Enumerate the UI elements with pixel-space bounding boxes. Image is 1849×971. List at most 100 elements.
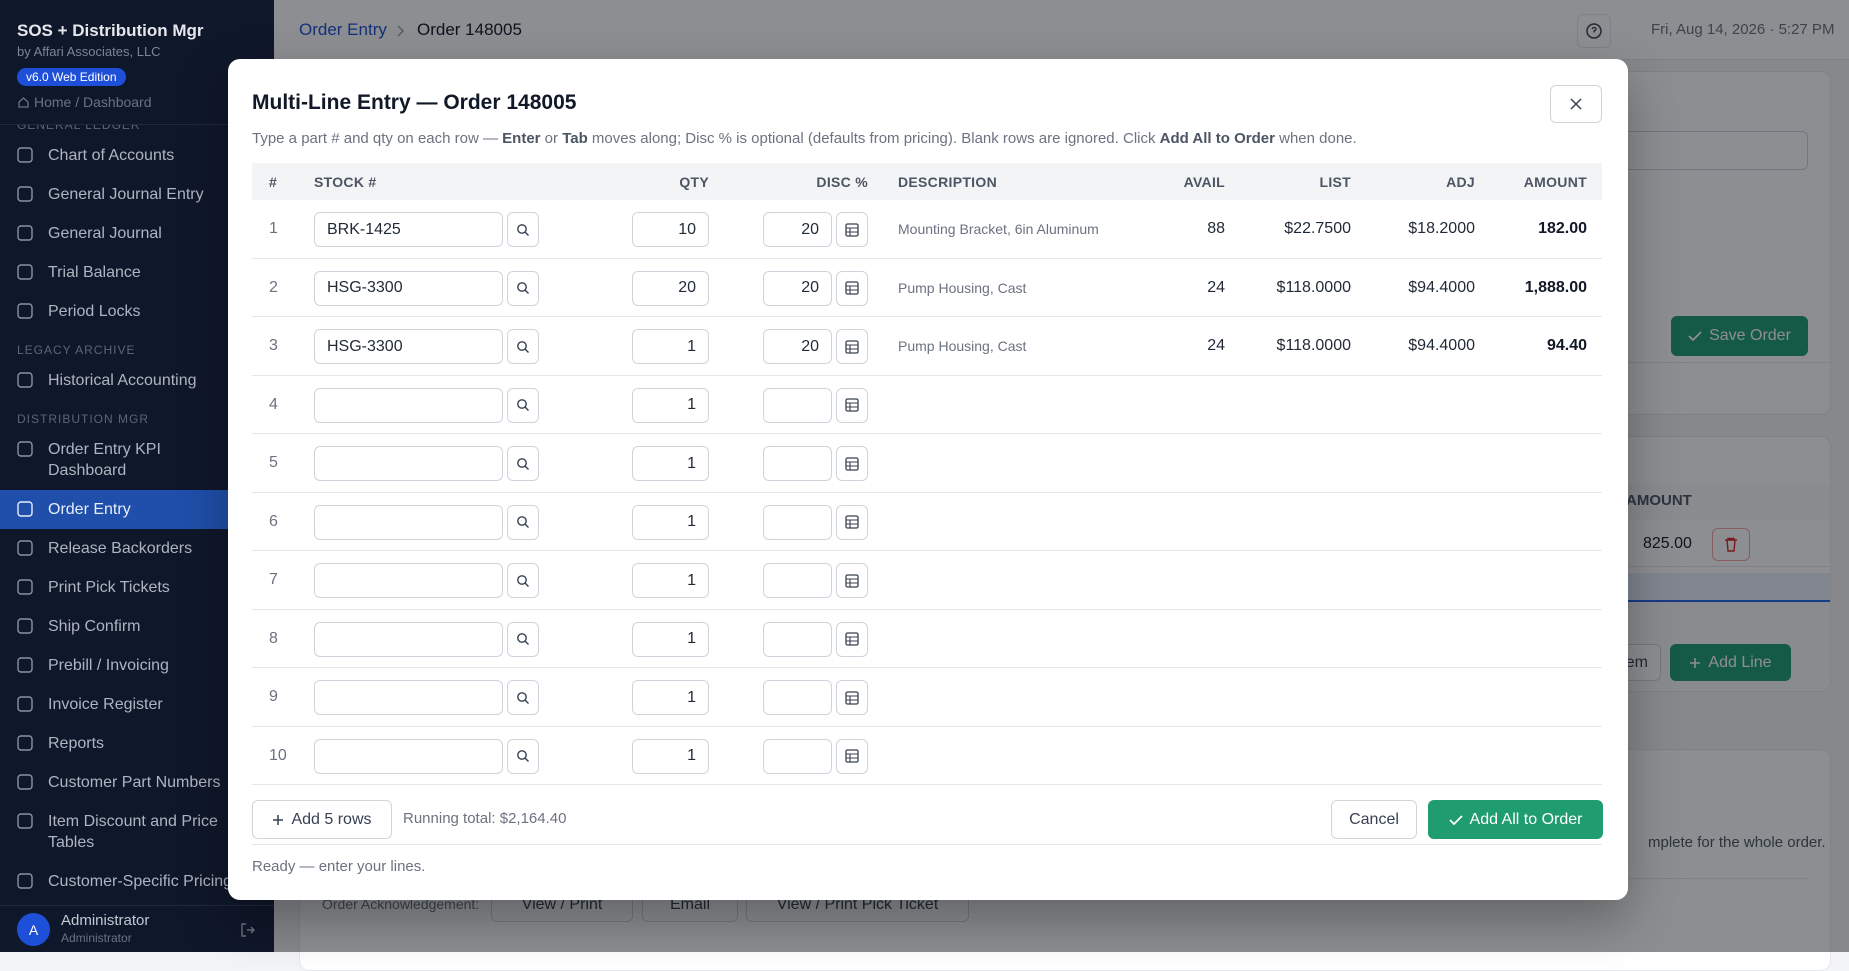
add-rows-button[interactable]: Add 5 rows [252, 800, 392, 839]
pricing-button[interactable] [836, 563, 868, 598]
disc-input[interactable] [763, 446, 832, 481]
home-link[interactable]: Home / Dashboard [34, 94, 152, 110]
pricing-button[interactable] [836, 446, 868, 481]
ack-label: Order Acknowledgement: [322, 896, 480, 912]
cancel-button[interactable]: Cancel [1331, 800, 1417, 839]
table-icon [845, 222, 859, 237]
disc-input[interactable]: 20 [763, 270, 832, 306]
note: mplete for the whole order. [1648, 834, 1826, 851]
nav-item[interactable]: General Journal Entry [0, 175, 274, 214]
add-all-button[interactable]: Add All to Order [1428, 800, 1603, 839]
nav-item[interactable]: Historical Accounting [0, 361, 274, 400]
lookup-button[interactable] [507, 446, 539, 481]
nav-icon [17, 186, 33, 202]
pricing-button[interactable] [836, 738, 868, 774]
instruction-emphasis: Add All to Order [1159, 130, 1275, 147]
instruction-emphasis: Enter [502, 130, 541, 147]
column-header: DISC % [816, 173, 868, 190]
qty-input[interactable]: 1 [632, 446, 709, 481]
stock-input[interactable] [314, 563, 503, 598]
close-button[interactable] [1550, 85, 1602, 123]
disc-input[interactable] [763, 504, 832, 540]
disc-input[interactable] [763, 680, 832, 715]
qty-input[interactable]: 1 [632, 387, 709, 423]
qty-input[interactable]: 1 [632, 563, 709, 598]
nav-item[interactable]: Chart of Accounts [0, 136, 274, 175]
lookup-button[interactable] [507, 621, 539, 657]
stock-input[interactable]: HSG-3300 [314, 329, 503, 364]
avail: 24 [1207, 337, 1225, 354]
nav-item[interactable]: Order Entry KPI Dashboard [0, 430, 274, 490]
stock-input[interactable]: HSG-3300 [314, 270, 503, 306]
save-order-button[interactable]: Save Order [1671, 316, 1808, 356]
nav-item[interactable]: Ship Confirm [0, 607, 274, 646]
nav-icon [17, 303, 33, 319]
disc-input[interactable] [763, 738, 832, 774]
stock-input[interactable] [314, 680, 503, 715]
nav-item[interactable]: Invoice Register [0, 685, 274, 724]
qty-input[interactable]: 1 [632, 738, 709, 774]
stock-input[interactable] [314, 738, 503, 774]
pricing-button[interactable] [836, 680, 868, 715]
help-button[interactable] [1577, 14, 1611, 48]
disc-input[interactable]: 20 [763, 329, 832, 364]
pricing-button[interactable] [836, 329, 868, 364]
pricing-button[interactable] [836, 270, 868, 306]
stock-input[interactable] [314, 504, 503, 540]
disc-input[interactable]: 20 [763, 212, 832, 247]
plus-icon [273, 814, 284, 825]
nav-icon [17, 696, 33, 712]
lookup-button[interactable] [507, 329, 539, 364]
add-line-button[interactable]: Add Line [1670, 644, 1791, 681]
lookup-button[interactable] [507, 270, 539, 306]
stock-input[interactable]: BRK-1425 [314, 212, 503, 247]
qty-input[interactable]: 10 [632, 212, 709, 247]
pricing-button[interactable] [836, 212, 868, 247]
qty-input[interactable]: 1 [632, 680, 709, 715]
qty-input[interactable]: 1 [632, 329, 709, 364]
search-icon [517, 574, 529, 587]
nav-item[interactable]: Trial Balance [0, 253, 274, 292]
disc-input[interactable] [763, 387, 832, 423]
list-price: $22.7500 [1284, 220, 1351, 237]
qty-input[interactable]: 20 [632, 270, 709, 306]
disc-input[interactable] [763, 621, 832, 657]
nav-item[interactable]: Prebill / Invoicing [0, 646, 274, 685]
qty-input[interactable]: 1 [632, 504, 709, 540]
stock-input[interactable] [314, 621, 503, 657]
pricing-button[interactable] [836, 621, 868, 657]
nav-icon [17, 147, 33, 163]
nav-label: General Journal Entry [48, 186, 204, 203]
check-icon [1448, 814, 1463, 825]
lookup-button[interactable] [507, 680, 539, 715]
pricing-button[interactable] [836, 387, 868, 423]
delete-button[interactable] [1712, 528, 1750, 561]
nav-item[interactable]: General Journal [0, 214, 274, 253]
lookup-button[interactable] [507, 738, 539, 774]
nav-item[interactable]: Customer Part Numbers [0, 763, 274, 802]
stock-input[interactable] [314, 446, 503, 481]
sidebar-header: SOS + Distribution Mgr by Affari Associa… [0, 0, 274, 125]
breadcrumb-chevron [397, 25, 405, 37]
qty-input[interactable]: 1 [632, 621, 709, 657]
column-header: AMOUNT [1523, 173, 1587, 190]
button-label: Add 5 rows [291, 810, 372, 828]
lookup-button[interactable] [507, 504, 539, 540]
lookup-button[interactable] [507, 212, 539, 247]
nav-item[interactable]: Period Locks [0, 292, 274, 331]
stock-input[interactable] [314, 387, 503, 423]
column-header: DESCRIPTION [898, 173, 997, 190]
lookup-button[interactable] [507, 387, 539, 423]
pricing-button[interactable] [836, 504, 868, 540]
nav-label: Prebill / Invoicing [48, 657, 169, 674]
disc-input[interactable] [763, 563, 832, 598]
lookup-button[interactable] [507, 563, 539, 598]
nav-item[interactable]: Item Discount and Price Tables [0, 802, 274, 862]
logout-icon[interactable] [240, 922, 256, 938]
nav-item[interactable]: Customer-Specific Pricing [0, 862, 274, 901]
nav-item[interactable]: Print Pick Tickets [0, 568, 274, 607]
nav-item[interactable]: Release Backorders [0, 529, 274, 568]
nav-item[interactable]: Reports [0, 724, 274, 763]
breadcrumb-link[interactable]: Order Entry [299, 20, 387, 39]
